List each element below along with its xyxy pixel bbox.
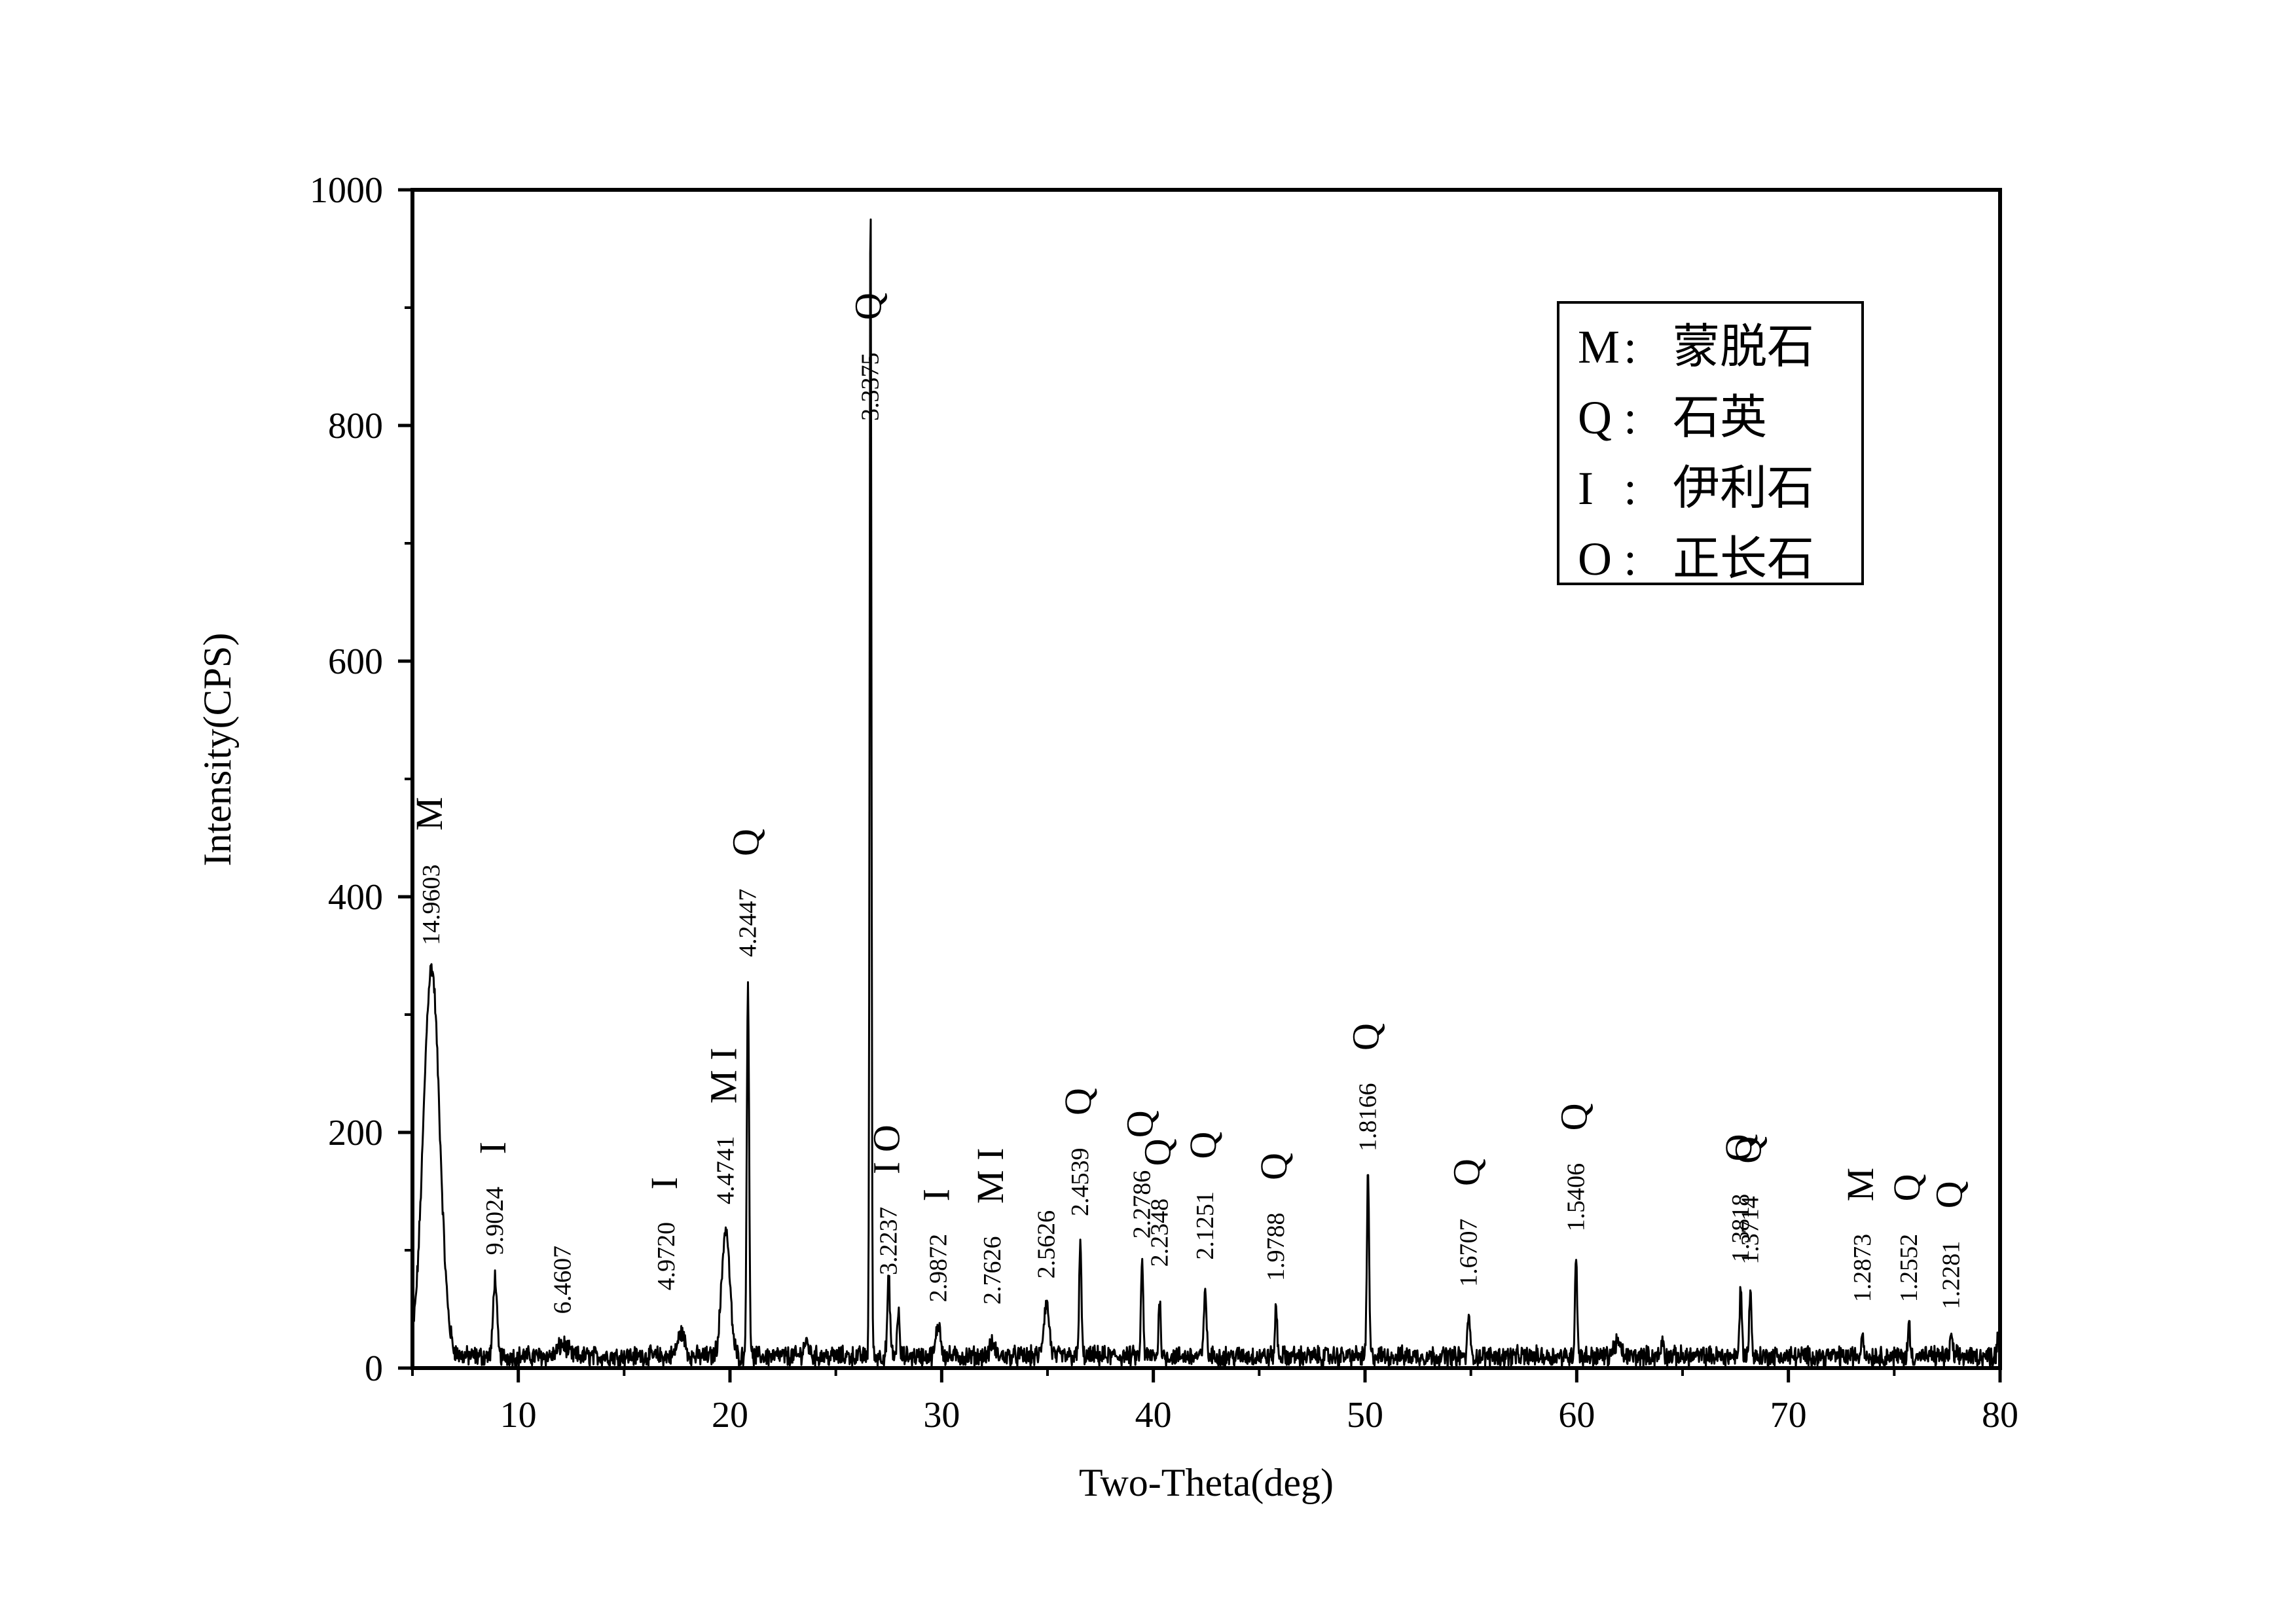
peak-phase-label: M I xyxy=(969,1148,1011,1204)
peak-phase-label: Q xyxy=(1057,1088,1099,1115)
legend-separator: : xyxy=(1624,533,1637,585)
peak-phase-label: Q xyxy=(725,829,767,856)
y-axis-title: Intensity(CPS) xyxy=(196,633,239,867)
peak-d-spacing: 4.2447 xyxy=(735,889,762,958)
peak-phase-label: Q xyxy=(1552,1104,1595,1131)
y-tick-label: 200 xyxy=(328,1113,383,1153)
y-tick-label: 1000 xyxy=(310,170,383,211)
peak-phase-label: Q xyxy=(1886,1174,1928,1202)
peak-d-spacing: 2.1251 xyxy=(1192,1191,1219,1260)
legend-name: 正长石 xyxy=(1673,533,1814,585)
peak-d-spacing: 4.4741 xyxy=(712,1136,740,1205)
x-tick-label: 60 xyxy=(1558,1395,1595,1435)
legend-code: M xyxy=(1578,321,1620,373)
y-tick-label: 600 xyxy=(328,641,383,682)
peak-d-spacing: 1.2281 xyxy=(1938,1241,1965,1310)
peak-d-spacing: 4.9720 xyxy=(653,1222,680,1291)
y-tick-label: 800 xyxy=(328,406,383,446)
peak-d-spacing: 2.7626 xyxy=(979,1236,1006,1305)
x-axis-title: Two-Theta(deg) xyxy=(1079,1461,1334,1504)
pattern-line xyxy=(411,218,2001,1369)
peak-phase-label: Q xyxy=(1727,1136,1770,1164)
peak-d-spacing: 1.5406 xyxy=(1562,1163,1590,1232)
peak-phase-label: I xyxy=(471,1142,514,1154)
legend-name: 石英 xyxy=(1673,391,1767,444)
peak-phase-label: Q xyxy=(1717,1134,1760,1161)
x-tick-label: 80 xyxy=(1982,1395,2018,1435)
peak-d-spacing: 1.3818 xyxy=(1727,1194,1755,1263)
legend-box xyxy=(1557,301,1864,585)
peak-phase-label: M I xyxy=(702,1048,745,1104)
peak-phase-label: Q xyxy=(847,293,890,320)
peak-d-spacing: 1.8166 xyxy=(1355,1083,1382,1152)
peak-d-spacing: 2.2786 xyxy=(1129,1170,1156,1239)
x-tick-label: 70 xyxy=(1770,1395,1807,1435)
peak-phase-label: I xyxy=(643,1177,685,1189)
peak-phase-label: Q xyxy=(1136,1139,1178,1166)
x-tick-label: 30 xyxy=(923,1395,960,1435)
legend-name: 伊利石 xyxy=(1673,462,1814,514)
y-tick-label: 400 xyxy=(328,877,383,918)
peak-d-spacing: 9.9024 xyxy=(481,1187,509,1255)
peak-phase-label: Q xyxy=(1928,1181,1971,1208)
peak-phase-label: Q xyxy=(1345,1023,1387,1051)
x-tick-label: 10 xyxy=(500,1395,537,1435)
x-tick-label: 50 xyxy=(1347,1395,1383,1435)
peak-d-spacing: 1.2552 xyxy=(1895,1234,1923,1303)
legend-name: 蒙脱石 xyxy=(1673,321,1814,373)
peak-d-spacing: 1.6707 xyxy=(1455,1219,1482,1288)
legend-code: Q xyxy=(1578,391,1612,444)
series-layer xyxy=(411,218,2001,1369)
peak-phase-label: M xyxy=(408,797,450,831)
peak-d-spacing: 2.5626 xyxy=(1032,1210,1060,1279)
peak-phase-label: I xyxy=(915,1189,958,1201)
peak-d-spacing: 3.2237 xyxy=(875,1207,903,1276)
peak-phase-label: Q xyxy=(1119,1110,1161,1138)
peak-phase-label: Q xyxy=(1445,1159,1487,1186)
x-tick-label: 40 xyxy=(1135,1395,1172,1435)
peak-d-spacing: 2.4539 xyxy=(1066,1148,1094,1217)
legend-separator: : xyxy=(1624,462,1637,514)
peak-phase-label: Q xyxy=(1252,1153,1295,1180)
peak-d-spacing: 1.9788 xyxy=(1262,1213,1290,1282)
peak-phase-label: M xyxy=(1839,1168,1882,1202)
peak-d-spacing: 1.2873 xyxy=(1849,1234,1876,1303)
peak-d-spacing: 2.2348 xyxy=(1146,1199,1173,1267)
peak-d-spacing: 6.4607 xyxy=(549,1246,577,1314)
legend-code: O xyxy=(1578,533,1612,585)
peak-phase-label: Q xyxy=(1182,1132,1224,1159)
legend-code: I xyxy=(1578,462,1594,514)
peak-d-spacing: 14.9603 xyxy=(418,865,445,946)
peak-d-spacing: 1.3714 xyxy=(1737,1196,1764,1265)
peak-annotations: 14.9603 M 9.9024 I 6.4607 4.9720 I 4.4741 M I 4.2… xyxy=(408,293,1971,1314)
legend: M: 蒙脱石 Q: 石英 I: 伊利石 O: 正长石 xyxy=(1557,301,1864,585)
peak-d-spacing: 2.9872 xyxy=(925,1234,953,1303)
y-tick-label: 0 xyxy=(365,1348,383,1389)
legend-separator: : xyxy=(1624,391,1637,444)
legend-separator: : xyxy=(1624,321,1637,373)
x-tick-label: 20 xyxy=(712,1395,748,1435)
